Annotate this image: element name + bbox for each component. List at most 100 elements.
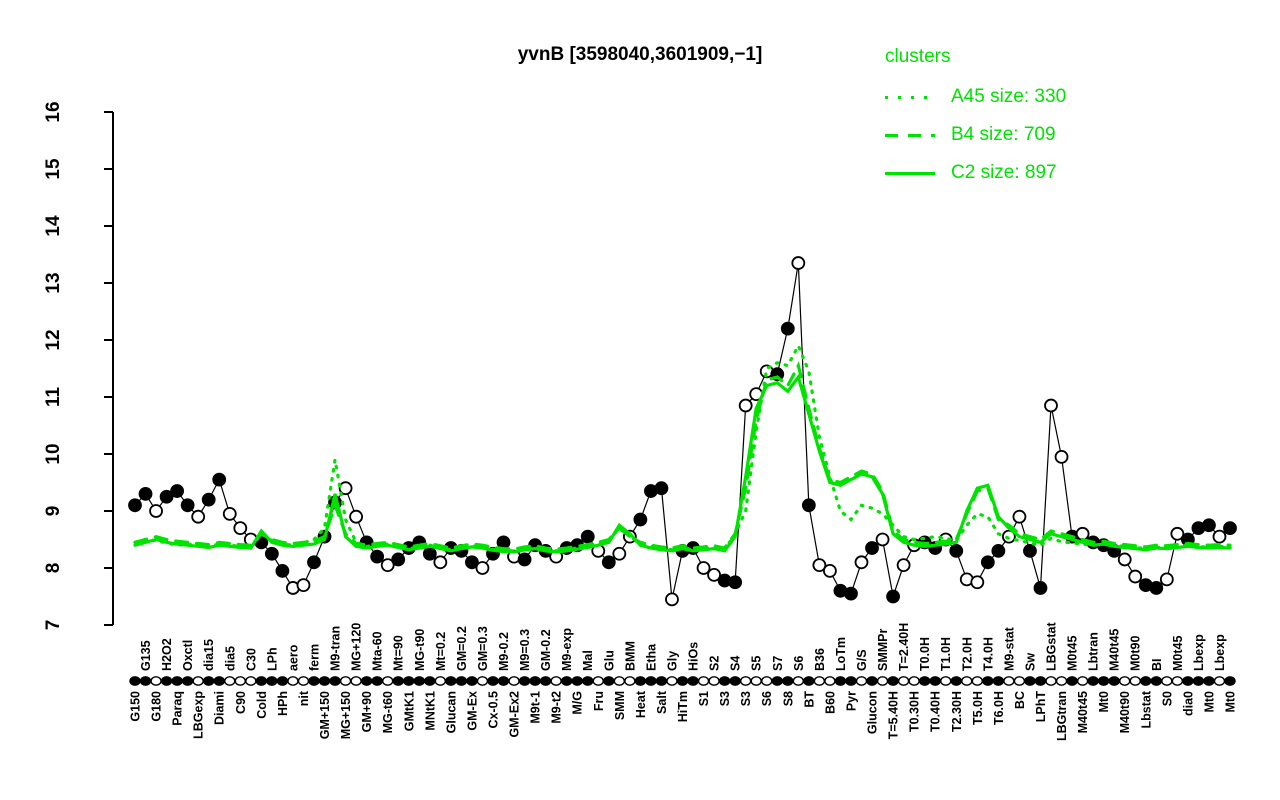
condition-strip-point	[845, 676, 857, 686]
condition-strip-point	[329, 676, 341, 686]
x-axis-label: Lbstat	[1139, 690, 1153, 728]
condition-strip-point	[950, 676, 962, 686]
x-axis-label: Cx-0.5	[486, 691, 500, 729]
condition-strip-point	[582, 676, 594, 686]
y-tick-label: 12	[43, 329, 64, 350]
condition-strip-point	[403, 676, 415, 686]
condition-strip-point	[697, 676, 710, 686]
x-axis-label: Gly	[665, 651, 679, 671]
condition-strip-point	[1097, 676, 1110, 686]
gene-point	[475, 561, 490, 575]
x-axis-label: S4	[729, 656, 743, 671]
condition-strip-point	[203, 676, 215, 686]
x-axis-label: GM+90	[360, 691, 374, 732]
x-axis-label: M9-stat	[1002, 626, 1016, 671]
gene-point	[191, 509, 206, 524]
x-axis-label: M0t90	[1129, 636, 1143, 671]
x-axis-label: G135	[139, 640, 153, 671]
gene-point	[296, 578, 311, 592]
gene-point	[654, 481, 669, 496]
x-axis-label: G150	[129, 691, 143, 722]
gene-point	[1033, 581, 1048, 595]
x-axis-label: S3	[718, 691, 732, 706]
gene-point	[1149, 581, 1164, 595]
x-axis-label: C90	[234, 691, 248, 714]
x-axis-label: Paraq	[171, 691, 185, 726]
condition-strip-point	[761, 676, 773, 686]
x-axis-label: Mt0	[1202, 691, 1216, 713]
condition-strip-point	[476, 676, 489, 686]
condition-strip-point	[718, 676, 731, 686]
condition-strip-point	[381, 676, 394, 686]
x-axis-label: BI	[1150, 659, 1164, 672]
condition-strip-point	[971, 676, 984, 686]
gene-point	[170, 484, 185, 498]
gene-point	[633, 512, 648, 527]
x-axis-label: T6.0H	[992, 691, 1006, 725]
x-axis-label: ferm	[307, 644, 321, 671]
condition-strip-point	[645, 676, 657, 686]
x-axis-label: T=2.40H	[897, 623, 911, 671]
x-axis-label: T0.40H	[929, 691, 943, 732]
x-axis-label: dia15	[202, 639, 216, 671]
cluster-line-c2	[133, 373, 1232, 554]
x-axis-label: S2	[708, 656, 722, 671]
condition-strip-point	[792, 676, 805, 686]
condition-strip-point	[1140, 676, 1152, 686]
x-axis-label: MG+150	[339, 691, 353, 739]
gene-point	[854, 555, 869, 570]
condition-strip-point	[560, 676, 573, 686]
condition-strip-point	[245, 676, 257, 686]
x-axis-label: B60	[823, 691, 837, 714]
condition-strip-point	[782, 676, 794, 686]
x-axis-label: Mt=90	[392, 635, 406, 671]
gene-point	[580, 529, 595, 544]
x-axis-label: Mt=0.2	[434, 632, 448, 671]
x-axis-label: nit	[297, 690, 311, 706]
x-axis-label: Diami	[213, 691, 227, 725]
gene-point	[1128, 569, 1143, 584]
gene-point	[875, 532, 890, 547]
x-axis-label: Oxctl	[181, 640, 195, 671]
condition-strip-point	[918, 676, 931, 686]
cluster-line-a45	[133, 341, 1232, 553]
condition-strip-point	[318, 676, 331, 686]
gene-point	[517, 552, 532, 567]
condition-strip-point	[434, 676, 447, 686]
condition-strip-point	[687, 676, 699, 686]
x-axis-label: GM=0.2	[455, 626, 469, 671]
condition-strip-point	[855, 676, 868, 686]
y-tick-label: 13	[43, 272, 64, 293]
gene-point	[865, 541, 879, 555]
x-axis-label: dia5	[223, 646, 237, 671]
x-axis-label: B36	[813, 648, 827, 671]
condition-strip-point	[1024, 676, 1036, 686]
y-tick-label: 16	[43, 101, 64, 122]
gene-point	[601, 555, 616, 570]
condition-strip-point	[992, 676, 1005, 686]
condition-strip-point	[887, 676, 899, 686]
gene-point	[1044, 398, 1058, 413]
gene-point	[844, 586, 858, 601]
x-axis-label: S1	[697, 691, 711, 706]
condition-strip-point	[676, 676, 689, 686]
x-axis-label: BMM	[623, 641, 637, 671]
gene-point	[970, 575, 985, 590]
gene-point	[1023, 544, 1037, 558]
gene-point	[1223, 521, 1237, 535]
x-axis-label: MG-t90	[413, 629, 427, 671]
gene-point	[1117, 552, 1132, 567]
x-axis-label: S8	[781, 691, 795, 706]
x-axis-label: G180	[150, 691, 164, 722]
condition-strip-point	[276, 676, 289, 686]
condition-strip-point	[771, 676, 783, 686]
x-axis-label: H2O2	[160, 638, 174, 671]
condition-strip-point	[908, 676, 920, 686]
condition-strip-point	[497, 676, 510, 686]
x-axis-label: MNtK1	[423, 691, 437, 731]
x-axis-label: Etha	[644, 643, 658, 671]
condition-strip-point	[1119, 676, 1131, 686]
x-axis-label: T0.30H	[908, 691, 922, 732]
legend-title: clusters	[885, 46, 951, 67]
